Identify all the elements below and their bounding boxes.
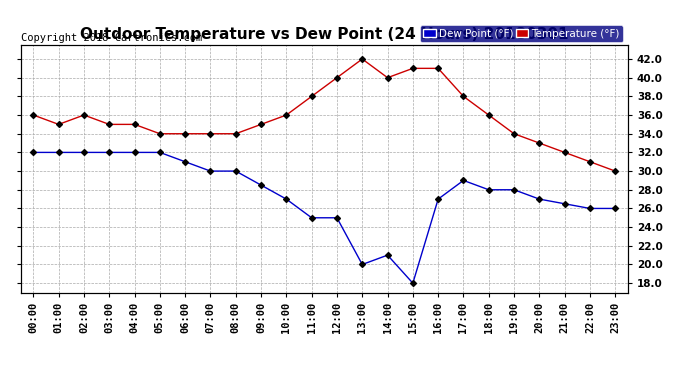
Text: Copyright 2018 Cartronics.com: Copyright 2018 Cartronics.com [21, 33, 202, 42]
Legend: Dew Point (°F), Temperature (°F): Dew Point (°F), Temperature (°F) [420, 26, 622, 42]
Title: Outdoor Temperature vs Dew Point (24 Hours) 20180301: Outdoor Temperature vs Dew Point (24 Hou… [80, 27, 569, 42]
